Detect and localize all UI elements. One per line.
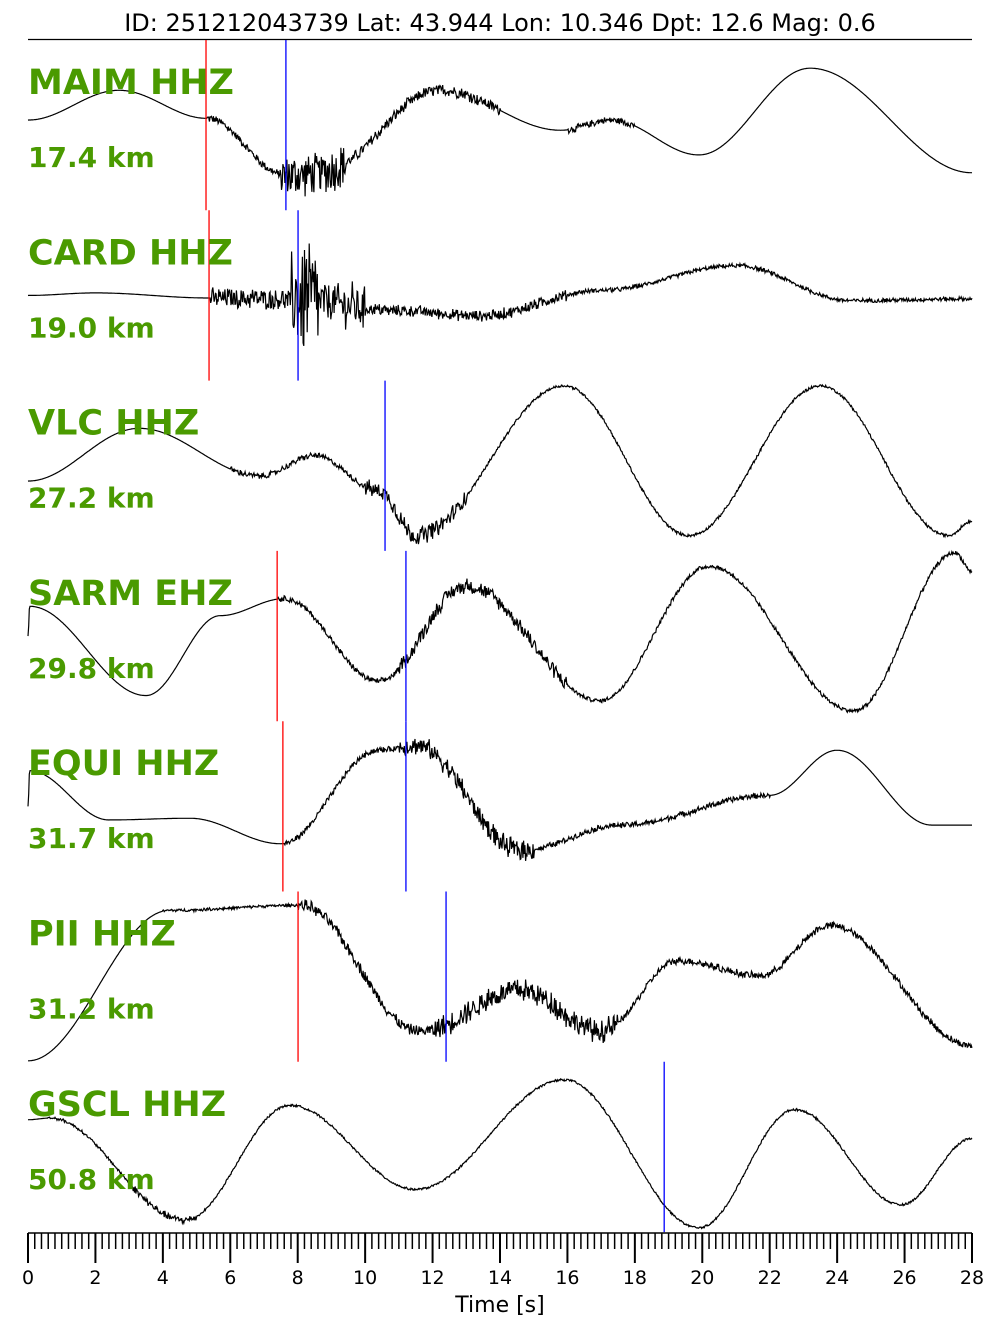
x-tick-label: 28 bbox=[960, 1267, 984, 1289]
time-axis: 0 2 4 6 8 10 12 14 16 18 20 22 24 26 28 bbox=[22, 1232, 984, 1289]
station-label: VLC HHZ bbox=[28, 404, 199, 444]
waveform-line bbox=[27, 1077, 973, 1230]
x-tick-label: 4 bbox=[157, 1267, 169, 1289]
waveform-line bbox=[27, 243, 973, 347]
trace-panel: GSCL HHZ 50.8 km bbox=[27, 1061, 973, 1233]
x-tick-label: 8 bbox=[292, 1267, 304, 1289]
waveform-line bbox=[27, 67, 973, 197]
trace-panel: PII HHZ 31.2 km bbox=[28, 891, 973, 1062]
distance-label: 17.4 km bbox=[28, 141, 155, 174]
station-label: SARM EHZ bbox=[28, 574, 233, 614]
trace-panel: SARM EHZ 29.8 km bbox=[27, 549, 973, 722]
waveform-line bbox=[27, 383, 973, 545]
trace-panel: VLC HHZ 27.2 km bbox=[27, 380, 973, 551]
waveform-line bbox=[28, 899, 973, 1062]
distance-label: 31.2 km bbox=[28, 993, 155, 1026]
x-tick-label: 6 bbox=[224, 1267, 236, 1289]
x-tick-label: 26 bbox=[892, 1267, 916, 1289]
waveform-line bbox=[27, 738, 972, 861]
waveform-line bbox=[27, 549, 973, 714]
chart-title: ID: 251212043739 Lat: 43.944 Lon: 10.346… bbox=[124, 9, 876, 37]
distance-label: 29.8 km bbox=[28, 652, 155, 685]
trace-panel: CARD HHZ 19.0 km bbox=[27, 210, 973, 381]
trace-panel: EQUI HHZ 31.7 km bbox=[27, 721, 972, 892]
distance-label: 27.2 km bbox=[28, 482, 155, 515]
x-tick-label: 22 bbox=[758, 1267, 782, 1289]
traces-group: MAIM HHZ 17.4 km CARD HHZ 19.0 km VLC HHZ 27.… bbox=[27, 40, 973, 1233]
x-axis-label: Time [s] bbox=[454, 1293, 544, 1318]
x-tick-label: 2 bbox=[89, 1267, 101, 1289]
x-tick-label: 20 bbox=[690, 1267, 714, 1289]
distance-label: 19.0 km bbox=[28, 311, 155, 344]
station-label: GSCL HHZ bbox=[28, 1085, 226, 1125]
x-tick-label: 10 bbox=[353, 1267, 377, 1289]
x-tick-label: 0 bbox=[22, 1267, 34, 1289]
station-label: MAIM HHZ bbox=[28, 63, 234, 103]
station-label: EQUI HHZ bbox=[28, 744, 219, 784]
x-tick-label: 12 bbox=[420, 1267, 444, 1289]
x-tick-label: 16 bbox=[555, 1267, 579, 1289]
x-tick-label: 24 bbox=[825, 1267, 849, 1289]
x-tick-label: 14 bbox=[488, 1267, 512, 1289]
x-tick-label: 18 bbox=[623, 1267, 647, 1289]
station-label: CARD HHZ bbox=[28, 233, 233, 273]
distance-label: 50.8 km bbox=[28, 1163, 155, 1196]
station-label: PII HHZ bbox=[28, 915, 176, 955]
distance-label: 31.7 km bbox=[28, 822, 155, 855]
trace-panel: MAIM HHZ 17.4 km bbox=[27, 40, 973, 211]
